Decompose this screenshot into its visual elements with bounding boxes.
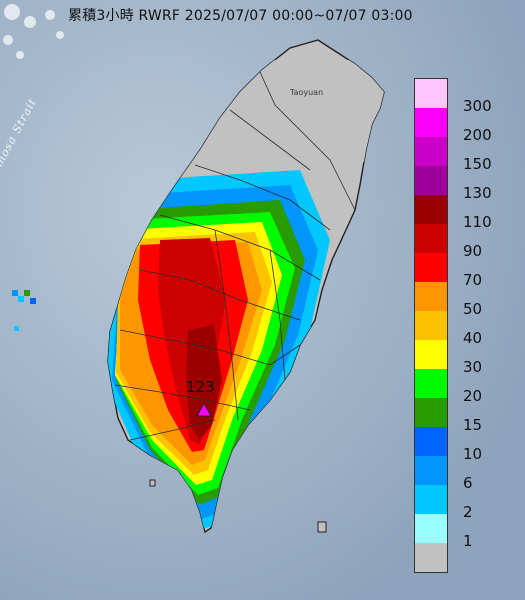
legend-swatch: [414, 311, 448, 340]
xiaoliuqiu-island: [149, 479, 156, 487]
legend-label: 6: [463, 474, 473, 492]
max-value-label: 123: [186, 378, 215, 396]
legend-label: 15: [463, 416, 483, 434]
legend-label: 10: [463, 445, 483, 463]
legend-swatch: [414, 108, 448, 137]
legend-swatch: [414, 398, 448, 427]
legend-swatch: [414, 224, 448, 253]
county-boundaries: [114, 71, 356, 441]
city-label: Taoyuan: [290, 88, 324, 97]
color-legend: [414, 78, 448, 573]
legend-label: 2: [463, 503, 473, 521]
legend-swatch: [414, 78, 448, 108]
strait-rain-cells: [12, 290, 36, 331]
legend-label: 50: [463, 300, 483, 318]
legend-swatch: [414, 282, 448, 311]
legend-swatch: [414, 166, 448, 195]
legend-label: 1: [463, 532, 473, 550]
legend-swatch: [414, 514, 448, 543]
legend-swatch: [414, 340, 448, 369]
legend-label: 70: [463, 271, 483, 289]
legend-swatch: [414, 456, 448, 485]
legend-swatch: [414, 369, 448, 398]
legend-label: 40: [463, 329, 483, 347]
legend-swatch: [414, 253, 448, 282]
legend-label: 200: [463, 126, 492, 144]
green-island: [317, 521, 327, 533]
legend-label: 20: [463, 387, 483, 405]
legend-label: 300: [463, 97, 492, 115]
rainfall-layers: [108, 60, 384, 530]
legend-swatch: [414, 195, 448, 224]
legend-label: 30: [463, 358, 483, 376]
map-title: 累積3小時 RWRF 2025/07/07 00:00~07/07 03:00: [68, 8, 413, 24]
max-rainfall-marker: [196, 401, 212, 417]
legend-swatch: [414, 543, 448, 573]
legend-label: 110: [463, 213, 492, 231]
legend-label: 150: [463, 155, 492, 173]
legend-swatch: [414, 427, 448, 456]
legend-label: 130: [463, 184, 492, 202]
legend-labels: 300 200 150 130 110 90 70 50 40 30 20 15 10 6 2 1: [463, 92, 518, 585]
legend-label: 90: [463, 242, 483, 260]
legend-swatch: [414, 137, 448, 166]
legend-swatch: [414, 485, 448, 514]
cloud-specks: [3, 4, 64, 59]
legend-label: [463, 556, 518, 585]
